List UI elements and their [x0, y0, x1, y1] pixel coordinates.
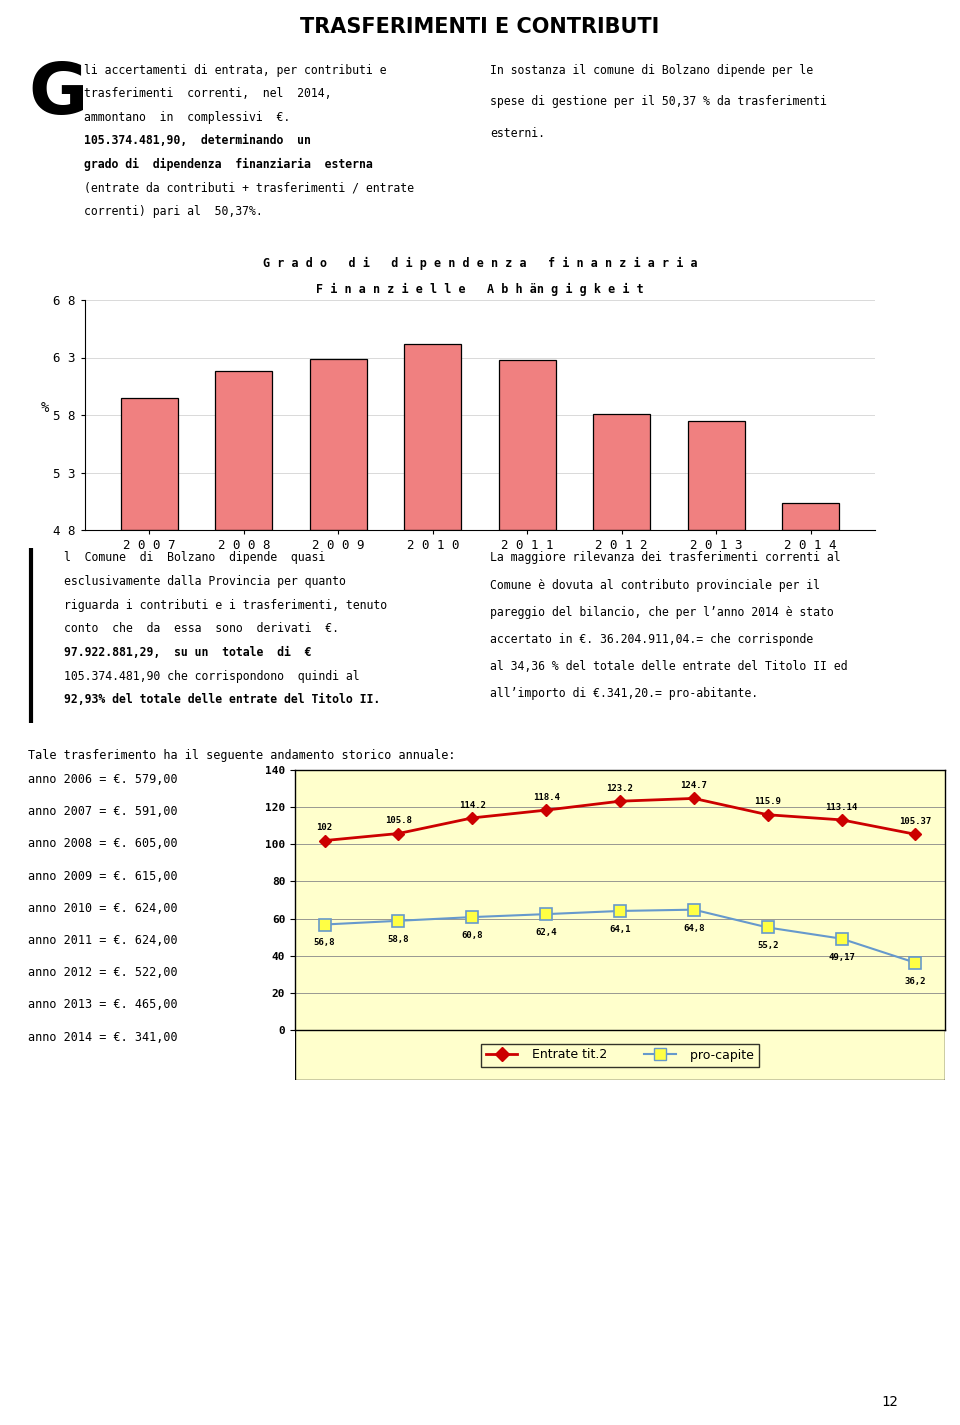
- Text: 102: 102: [317, 824, 332, 832]
- Text: 123.2: 123.2: [607, 784, 634, 792]
- Text: anno 2011 = €. 624,00: anno 2011 = €. 624,00: [28, 933, 178, 948]
- Text: 64,8: 64,8: [684, 923, 705, 932]
- Text: pareggio del bilancio, che per l’anno 2014 è stato: pareggio del bilancio, che per l’anno 20…: [490, 606, 833, 618]
- Y-axis label: % : %: [41, 400, 58, 415]
- Text: anno 2007 = €. 591,00: anno 2007 = €. 591,00: [28, 805, 178, 818]
- Text: li accertamenti di entrata, per contributi e: li accertamenti di entrata, per contribu…: [84, 64, 387, 77]
- Text: esterni.: esterni.: [490, 127, 545, 140]
- Text: 105.37: 105.37: [900, 817, 931, 826]
- Text: La maggiore rilevanza dei trasferimenti correnti al: La maggiore rilevanza dei trasferimenti …: [490, 551, 841, 564]
- Text: 113.14: 113.14: [826, 802, 857, 812]
- Text: F i n a n z i e l l e   A b h än g i g k e i t: F i n a n z i e l l e A b h än g i g k e…: [316, 282, 644, 295]
- Bar: [215, 372, 272, 530]
- FancyBboxPatch shape: [295, 1030, 945, 1080]
- Bar: [499, 359, 556, 530]
- Text: trasferimenti  correnti,  nel  2014,: trasferimenti correnti, nel 2014,: [84, 87, 331, 100]
- Text: anno 2013 = €. 465,00: anno 2013 = €. 465,00: [28, 999, 178, 1012]
- Text: 58,8: 58,8: [388, 935, 409, 943]
- Text: 64,1: 64,1: [610, 925, 631, 933]
- Text: 60,8: 60,8: [462, 931, 483, 941]
- Text: conto  che  da  essa  sono  derivati  €.: conto che da essa sono derivati €.: [63, 623, 339, 636]
- Bar: [593, 413, 650, 530]
- Text: (entrate da contributi + trasferimenti / entrate: (entrate da contributi + trasferimenti /…: [84, 181, 414, 195]
- Text: esclusivamente dalla Provincia per quanto: esclusivamente dalla Provincia per quant…: [63, 576, 346, 589]
- Text: 97.922.881,29,  su un  totale  di  €: 97.922.881,29, su un totale di €: [63, 646, 311, 658]
- Text: Tale trasferimento ha il seguente andamento storico annuale:: Tale trasferimento ha il seguente andame…: [28, 750, 455, 762]
- Text: 105.8: 105.8: [385, 817, 412, 825]
- Text: 36,2: 36,2: [904, 976, 926, 986]
- Bar: [782, 503, 839, 530]
- Legend:   Entrate tit.2,   pro-capite: Entrate tit.2, pro-capite: [481, 1043, 758, 1066]
- Text: anno 2014 = €. 341,00: anno 2014 = €. 341,00: [28, 1030, 178, 1043]
- Text: l  Comune  di  Bolzano  dipende  quasi: l Comune di Bolzano dipende quasi: [63, 551, 324, 564]
- Text: 49,17: 49,17: [828, 952, 855, 962]
- Text: 105.374.481,90 che corrispondono  quindi al: 105.374.481,90 che corrispondono quindi …: [63, 670, 359, 683]
- Text: spese di gestione per il 50,37 % da trasferimenti: spese di gestione per il 50,37 % da tras…: [490, 95, 827, 108]
- Text: 118.4: 118.4: [533, 792, 560, 802]
- Text: anno 2008 = €. 605,00: anno 2008 = €. 605,00: [28, 838, 178, 851]
- Text: anno 2010 = €. 624,00: anno 2010 = €. 624,00: [28, 902, 178, 915]
- Text: G: G: [28, 60, 87, 130]
- Text: TRASFERIMENTI E CONTRIBUTI: TRASFERIMENTI E CONTRIBUTI: [300, 17, 660, 37]
- Text: 56,8: 56,8: [314, 939, 335, 948]
- Text: anno 2012 = €. 522,00: anno 2012 = €. 522,00: [28, 966, 178, 979]
- Text: ammontano  in  complessivi  €.: ammontano in complessivi €.: [84, 111, 290, 124]
- Text: riguarda i contributi e i trasferimenti, tenuto: riguarda i contributi e i trasferimenti,…: [63, 598, 387, 611]
- Text: 62,4: 62,4: [536, 928, 557, 938]
- Text: G r a d o   d i   d i p e n d e n z a   f i n a n z i a r i a: G r a d o d i d i p e n d e n z a f i n …: [263, 256, 697, 271]
- Bar: [310, 359, 367, 530]
- Text: In sostanza il comune di Bolzano dipende per le: In sostanza il comune di Bolzano dipende…: [490, 64, 813, 77]
- Text: all’importo di €.341,20.= pro-abitante.: all’importo di €.341,20.= pro-abitante.: [490, 687, 758, 700]
- Text: Comune è dovuta al contributo provinciale per il: Comune è dovuta al contributo provincial…: [490, 579, 820, 591]
- Text: 124.7: 124.7: [681, 781, 708, 789]
- Text: correnti) pari al  50,37%.: correnti) pari al 50,37%.: [84, 205, 263, 218]
- Text: 92,93% del totale delle entrate del Titolo II.: 92,93% del totale delle entrate del Tito…: [63, 693, 380, 707]
- Text: 114.2: 114.2: [459, 801, 486, 809]
- Text: 12: 12: [881, 1395, 899, 1409]
- Text: 105.374.481,90,  determinando  un: 105.374.481,90, determinando un: [84, 134, 311, 147]
- Text: anno 2006 = €. 579,00: anno 2006 = €. 579,00: [28, 772, 178, 787]
- Text: grado di  dipendenza  finanziaria  esterna: grado di dipendenza finanziaria esterna: [84, 158, 372, 171]
- Text: accertato in €. 36.204.911,04.= che corrisponde: accertato in €. 36.204.911,04.= che corr…: [490, 633, 813, 646]
- Bar: [121, 398, 178, 530]
- Bar: [688, 420, 745, 530]
- Text: anno 2009 = €. 615,00: anno 2009 = €. 615,00: [28, 869, 178, 882]
- Bar: [404, 343, 461, 530]
- Text: al 34,36 % del totale delle entrate del Titolo II ed: al 34,36 % del totale delle entrate del …: [490, 660, 848, 673]
- Text: 55,2: 55,2: [757, 942, 779, 950]
- Text: 115.9: 115.9: [755, 798, 781, 807]
